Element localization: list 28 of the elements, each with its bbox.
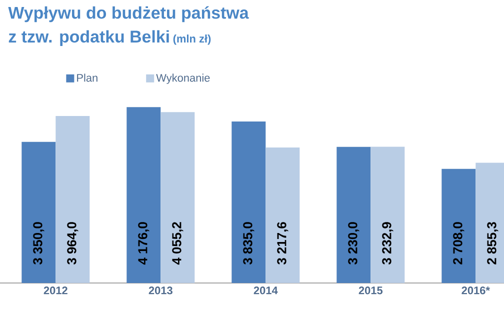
legend-label: Wykonanie	[156, 74, 210, 84]
x-tick-label: 2016*	[462, 286, 490, 294]
data-label: 3 217,6	[277, 222, 288, 265]
data-label: 3 964,0	[67, 222, 78, 265]
data-label: 3 350,0	[33, 222, 44, 265]
bar	[56, 116, 90, 283]
data-label: 3 232,9	[382, 222, 394, 265]
legend-label: Plan	[77, 74, 98, 82]
bar	[22, 142, 56, 283]
data-label: 4 055,2	[172, 222, 184, 265]
data-label: 2 708,0	[453, 222, 464, 264]
chart-subtitle: z tzw. podatku Belki	[8, 30, 169, 46]
data-label: 4 176,0	[138, 222, 150, 265]
data-label: 2 855,3	[487, 222, 498, 264]
data-label: 3 835,0	[243, 222, 254, 265]
chart-title: Wypływu do budżetu państwa	[8, 6, 249, 22]
bar	[126, 107, 161, 283]
bar	[266, 147, 300, 283]
x-tick-label: 2015	[358, 286, 383, 294]
bar	[160, 112, 195, 283]
text: (mln zł)	[173, 34, 211, 45]
bar	[370, 146, 405, 283]
x-tick-label: 2014	[254, 286, 278, 294]
bar	[336, 146, 371, 283]
x-tick-label: 2012	[44, 286, 68, 294]
bar	[232, 121, 266, 283]
x-tick-label: 2013	[148, 286, 172, 294]
data-label: 3 230,0	[348, 222, 360, 265]
